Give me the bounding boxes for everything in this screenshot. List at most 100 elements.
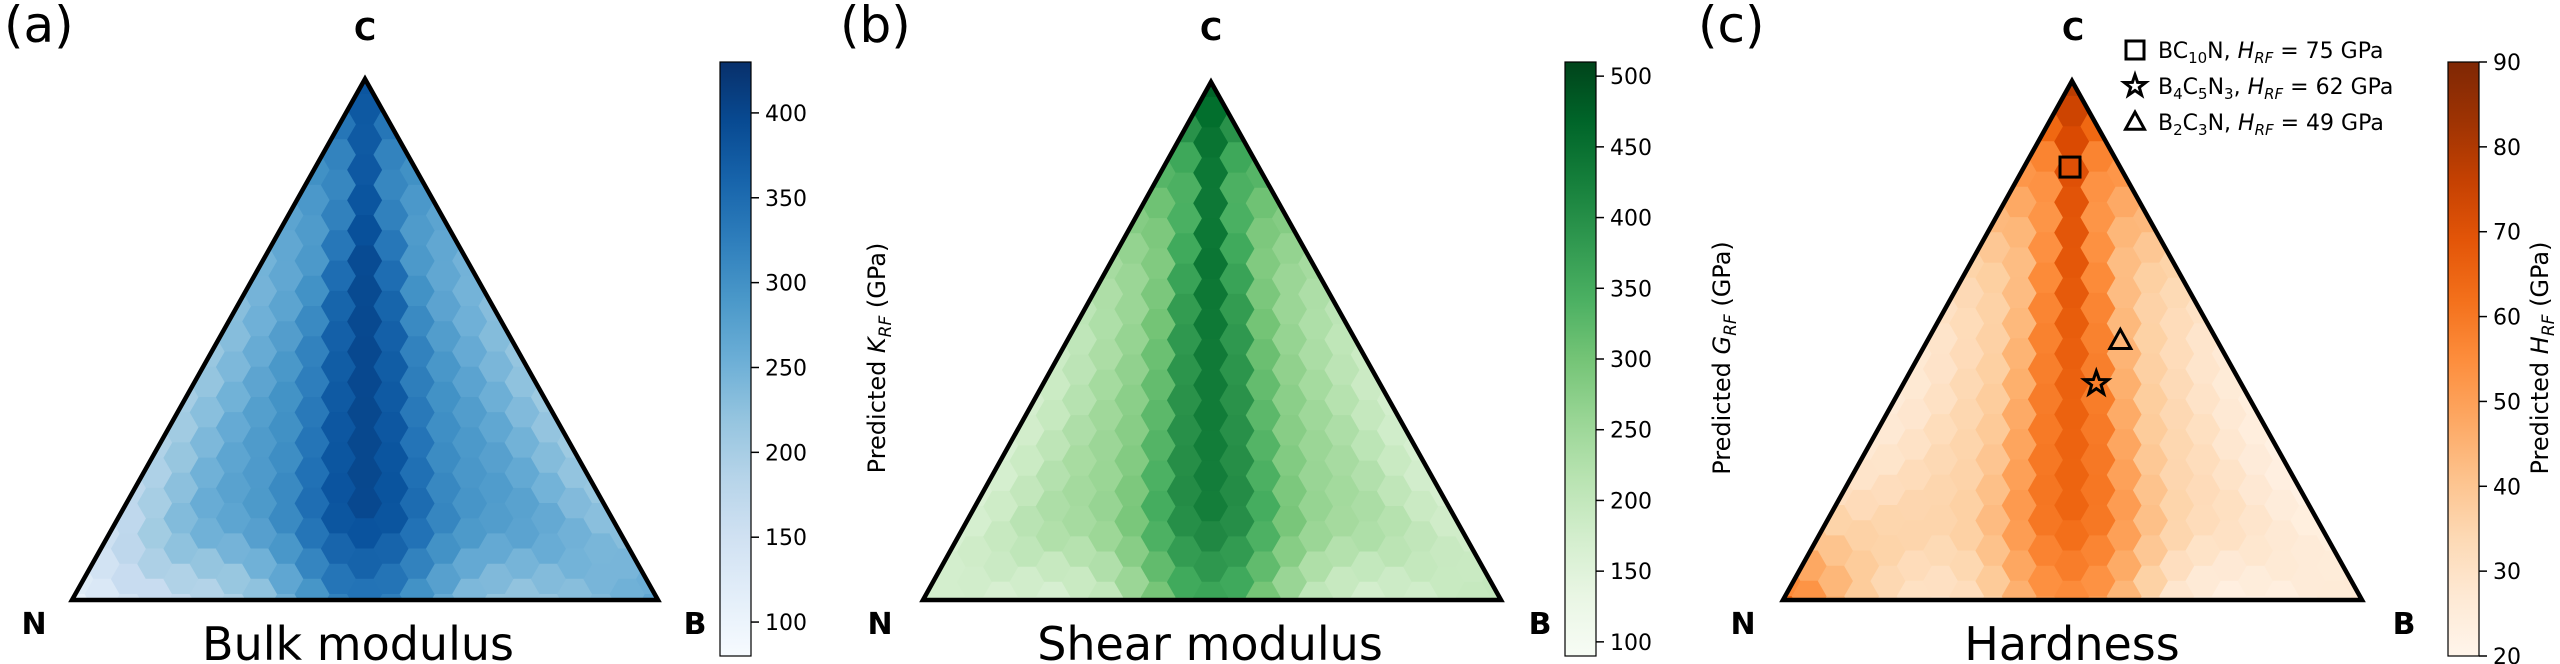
hexbin-cell (1035, 309, 1072, 340)
hexbin-cell (1009, 112, 1046, 143)
hexbin-cell (609, 457, 646, 489)
hexbin-cell (583, 79, 620, 80)
hexbin-cell (1036, 36, 1072, 67)
hexbin-cell (32, 94, 68, 125)
hexbin-cell (1061, 506, 1098, 537)
hexbin-cell (2342, 171, 2362, 203)
hexbin-cell (2185, 505, 2222, 536)
ternary-triangle (919, 77, 1505, 603)
hexbin-cell (1949, 186, 1985, 218)
hexbin-cell (2290, 323, 2327, 355)
hexbin-cell (1844, 308, 1880, 339)
hexbin-cell (189, 275, 226, 307)
hexbin-cell (452, 548, 488, 580)
hexbin-cell (583, 109, 620, 140)
hexbin-cell (399, 245, 436, 277)
hexbin-cell (294, 397, 331, 428)
hexbin-cell (2159, 520, 2195, 552)
hexbin-cell (1896, 459, 1933, 491)
hexbin-cell (1739, 338, 1775, 369)
colorbar-tick-label: 250 (765, 356, 807, 381)
hexbin-cell (1141, 36, 1177, 67)
hexbin-cell (1922, 262, 1959, 294)
hexbin-cell (2211, 277, 2248, 309)
hexbin-cell (1844, 368, 1880, 400)
hexbin-cell (923, 536, 941, 568)
hexbin-cell (189, 548, 226, 580)
hexbin-cell (609, 215, 646, 246)
hexbin-cell (1350, 157, 1387, 189)
hexbin-cell (1975, 444, 2012, 476)
hexbin-cell (635, 260, 658, 292)
hexbin-cell (32, 458, 68, 489)
hexbin-cell (923, 384, 941, 416)
hexbin-cell (1166, 536, 1203, 568)
hexbin-cell (2054, 186, 2090, 218)
hexbin-cell (1817, 232, 1854, 264)
hexbin-cell (137, 79, 173, 95)
hexbin-cell (320, 351, 357, 383)
colorbar: 100 150 200 250 300 350 400 Predicted KRF (GPa… (719, 61, 896, 657)
hexbin-cell (2264, 399, 2300, 430)
hexbin-cell (2342, 353, 2362, 385)
hexbin-cell (1922, 414, 1959, 445)
hexbin-cell (1035, 400, 1072, 431)
hexbin-cell (399, 427, 436, 459)
hexbin-cell (373, 563, 410, 595)
hexbin-cell (1739, 520, 1775, 551)
hexbin-cell (1219, 354, 1256, 386)
hexbin-cell (2027, 474, 2064, 506)
hexbin-cell (1219, 506, 1256, 537)
hexbin-cell (956, 263, 993, 295)
colorbar-tick-label: 30 (2493, 560, 2521, 585)
hexbin-cell (478, 230, 515, 262)
hexbin-cell (1791, 186, 1828, 218)
hexbin-cell (320, 442, 357, 474)
hexbin-cell (2159, 489, 2195, 521)
hexbin-cell (425, 79, 462, 110)
hexbin-cell (215, 381, 252, 413)
colorbar-tick-label: 350 (765, 187, 807, 212)
hexbin-cell (1403, 309, 1439, 340)
hexbin-cell (2054, 126, 2090, 158)
hexbin-cell (1376, 82, 1413, 113)
hexbin-cell (2001, 399, 2038, 430)
hexbin-cell (1844, 520, 1880, 552)
vertex-label-top: C (2062, 13, 2084, 48)
hexbin-cell (530, 351, 567, 383)
hexbin-cell (2132, 323, 2169, 355)
hexbin-cell (1140, 369, 1177, 401)
hexbin-cell (1088, 551, 1124, 583)
hexbin-cell (373, 230, 410, 262)
hexbin-cell (1456, 612, 1492, 643)
hexbin-cell (1350, 278, 1387, 310)
hexbin-cell (1166, 263, 1203, 295)
hexbin-cell (295, 33, 331, 64)
hexbin-cell (215, 230, 252, 262)
hexbin-cell (1324, 445, 1361, 477)
hexbin-cell (1975, 383, 2012, 415)
hexbin-cell (2290, 262, 2327, 294)
hexbin-cell (1844, 550, 1880, 582)
hexbin-cell (2159, 308, 2195, 339)
hexbin-cell (1739, 399, 1775, 430)
hexbin-cell (2264, 217, 2300, 248)
hexbin-cell (2054, 277, 2090, 309)
hexbin-cell (1817, 535, 1854, 567)
hexbin-cell (1403, 521, 1439, 553)
hexbin-cell (1193, 309, 1229, 340)
hexbin-cell (956, 112, 993, 143)
hexbin-cell (189, 79, 226, 95)
hexbin-cell (1429, 354, 1466, 386)
hexbin-cell (2290, 414, 2327, 445)
hexbin-cell (2342, 414, 2362, 445)
hexbin-cell (1350, 82, 1387, 98)
hexbin-cell (1219, 202, 1256, 234)
hexbin-cell (1009, 566, 1046, 598)
hexbin-cell (1324, 82, 1361, 113)
hexbin-cell (373, 260, 410, 292)
hexbin-cell (2001, 81, 2038, 97)
hexbin-cell (2211, 550, 2248, 582)
hexbin-cell (215, 139, 252, 171)
hexbin-cell (163, 199, 200, 231)
